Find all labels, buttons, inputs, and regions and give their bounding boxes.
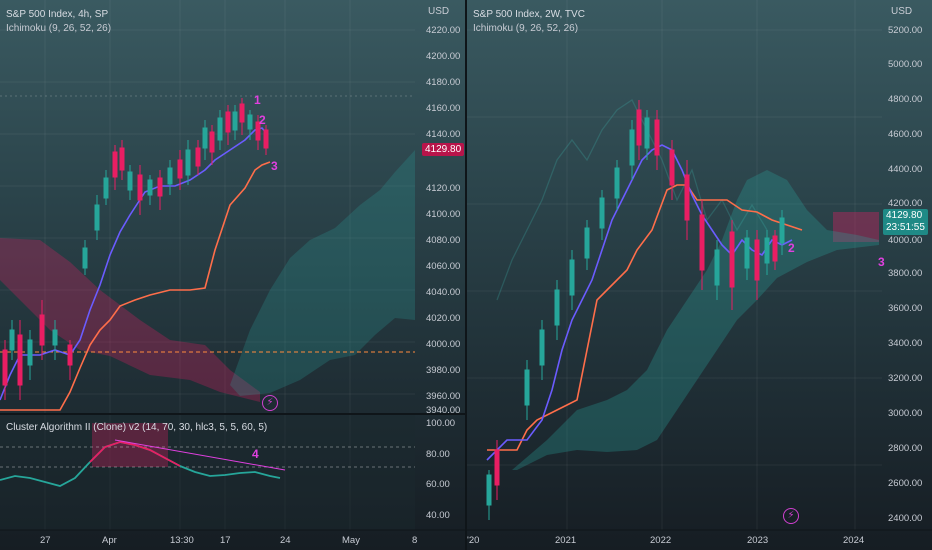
svg-text:80.00: 80.00	[426, 449, 450, 460]
svg-text:3000.00: 3000.00	[888, 408, 922, 419]
svg-text:'20: '20	[467, 535, 479, 546]
right-chart-panel[interactable]: 2 3 5200.00 5000.00 4800.00 4600.00 4400…	[467, 0, 932, 550]
svg-text:4020.00: 4020.00	[426, 313, 460, 324]
left-y-axis: 4220.00 4200.00 4180.00 4160.00 4140.00 …	[426, 25, 460, 416]
left-currency: USD	[428, 6, 450, 17]
svg-text:40.00: 40.00	[426, 510, 450, 521]
annotation-4: 4	[252, 447, 259, 461]
right-currency: USD	[891, 6, 913, 17]
svg-text:2022: 2022	[650, 535, 671, 546]
right-price-label: 4129.80 23:51:55	[883, 209, 928, 235]
svg-text:5000.00: 5000.00	[888, 59, 922, 70]
svg-text:3200.00: 3200.00	[888, 373, 922, 384]
svg-text:4800.00: 4800.00	[888, 94, 922, 105]
svg-text:2023: 2023	[747, 535, 768, 546]
left-indicator-label[interactable]: Ichimoku (9, 26, 52, 26)	[6, 23, 112, 34]
svg-text:17: 17	[220, 535, 231, 546]
right-bolt-icon[interactable]: ⚡	[783, 508, 799, 524]
annotation-1: 1	[254, 93, 261, 107]
svg-text:3940.00: 3940.00	[426, 405, 460, 416]
svg-text:4600.00: 4600.00	[888, 129, 922, 140]
svg-text:24: 24	[280, 535, 291, 546]
kijun-line	[0, 161, 271, 411]
ichimoku-cloud-bullish	[230, 150, 415, 396]
left-legend[interactable]: S&P 500 Index, 4h, SP Ichimoku (9, 26, 5…	[6, 8, 111, 36]
svg-text:2024: 2024	[843, 535, 864, 546]
svg-text:3600.00: 3600.00	[888, 303, 922, 314]
ichimoku-cloud-bearish	[0, 238, 260, 402]
right-chart-canvas[interactable]: 2 3 5200.00 5000.00 4800.00 4600.00 4400…	[467, 0, 932, 550]
annotation-2: 2	[259, 113, 266, 127]
svg-text:4220.00: 4220.00	[426, 25, 460, 36]
left-price-label: 4129.80	[422, 143, 465, 156]
svg-text:4200.00: 4200.00	[426, 51, 460, 62]
svg-text:3960.00: 3960.00	[426, 391, 460, 402]
svg-text:60.00: 60.00	[426, 479, 450, 490]
svg-text:13:30: 13:30	[170, 535, 194, 546]
right-x-axis: '20 2021 2022 2023 2024	[467, 535, 864, 546]
svg-text:8: 8	[412, 535, 417, 546]
panel-divider[interactable]	[465, 0, 467, 550]
svg-text:5200.00: 5200.00	[888, 25, 922, 36]
oscillator-y-axis: 100.00 80.00 60.00 40.00	[426, 418, 455, 521]
svg-text:4120.00: 4120.00	[426, 183, 460, 194]
oscillator-highlight-zone	[92, 423, 168, 467]
right-price-value: 4129.80	[886, 210, 923, 221]
svg-text:100.00: 100.00	[426, 418, 455, 429]
svg-text:4140.00: 4140.00	[426, 129, 460, 140]
left-chart-title: S&P 500 Index, 4h, SP	[6, 9, 109, 20]
future-cloud-bearish	[833, 212, 879, 242]
svg-text:3400.00: 3400.00	[888, 338, 922, 349]
right-countdown: 23:51:55	[886, 222, 925, 233]
left-chart-canvas[interactable]: 1 2 3 4 4220.00 4200.00 4180.00 4160.00 …	[0, 0, 465, 550]
svg-text:4080.00: 4080.00	[426, 235, 460, 246]
right-candles	[486, 100, 785, 520]
svg-text:2600.00: 2600.00	[888, 478, 922, 489]
svg-text:2800.00: 2800.00	[888, 443, 922, 454]
right-indicator-label[interactable]: Ichimoku (9, 26, 52, 26)	[473, 23, 579, 34]
right-ichimoku-cloud	[512, 170, 879, 470]
svg-text:3980.00: 3980.00	[426, 365, 460, 376]
svg-text:27: 27	[40, 535, 51, 546]
tenkan-line	[0, 127, 269, 401]
annotation-3: 3	[271, 159, 278, 173]
svg-text:4180.00: 4180.00	[426, 77, 460, 88]
svg-text:3800.00: 3800.00	[888, 268, 922, 279]
svg-text:4160.00: 4160.00	[426, 103, 460, 114]
right-chart-title: S&P 500 Index, 2W, TVC	[473, 9, 585, 20]
svg-text:4100.00: 4100.00	[426, 209, 460, 220]
svg-text:4000.00: 4000.00	[426, 339, 460, 350]
svg-text:4400.00: 4400.00	[888, 164, 922, 175]
right-annotation-3: 3	[878, 255, 885, 269]
oscillator-legend[interactable]: Cluster Algorithm II (Clone) v2 (14, 70,…	[6, 422, 268, 433]
svg-text:2021: 2021	[555, 535, 576, 546]
svg-text:4060.00: 4060.00	[426, 261, 460, 272]
svg-text:May: May	[342, 535, 360, 546]
right-annotation-2: 2	[788, 241, 795, 255]
right-legend[interactable]: S&P 500 Index, 2W, TVC Ichimoku (9, 26, …	[473, 8, 585, 36]
left-x-axis: 27 Apr 13:30 17 24 May 8	[40, 535, 417, 546]
left-chart-panel[interactable]: 1 2 3 4 4220.00 4200.00 4180.00 4160.00 …	[0, 0, 465, 550]
right-kijun-line	[487, 184, 803, 451]
right-y-axis: 5200.00 5000.00 4800.00 4600.00 4400.00 …	[888, 25, 922, 524]
svg-text:4040.00: 4040.00	[426, 287, 460, 298]
svg-text:Apr: Apr	[102, 535, 117, 546]
svg-text:2400.00: 2400.00	[888, 513, 922, 524]
svg-text:4200.00: 4200.00	[888, 198, 922, 209]
bolt-icon[interactable]: ⚡	[262, 395, 278, 411]
candles	[2, 98, 269, 400]
svg-text:4000.00: 4000.00	[888, 235, 922, 246]
